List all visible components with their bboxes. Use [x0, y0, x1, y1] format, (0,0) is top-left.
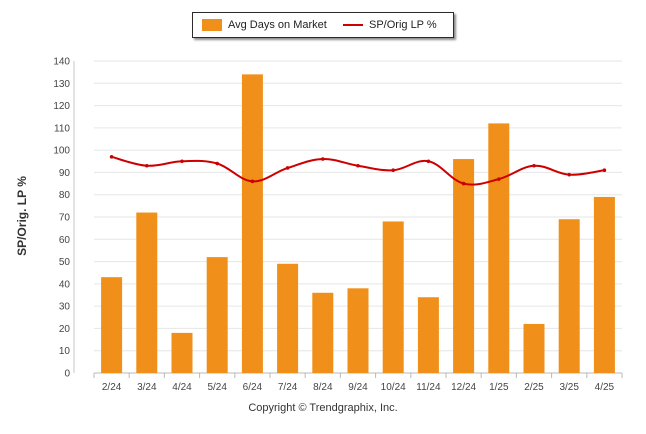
bar[interactable] [206, 257, 228, 373]
line-point[interactable] [532, 163, 536, 168]
bar[interactable] [558, 219, 580, 373]
bar[interactable] [593, 196, 615, 373]
y-tick-label: 70 [59, 213, 71, 224]
x-tick-label: 12/24 [451, 382, 476, 393]
x-tick-label: 10/24 [381, 382, 406, 393]
copyright-text: Copyright © Trendgraphix, Inc. [248, 402, 398, 414]
bar[interactable] [347, 288, 369, 373]
x-tick-label: 11/24 [416, 382, 441, 393]
legend-item-bars[interactable]: Avg Days on Market [202, 19, 327, 31]
y-tick-label: 0 [64, 369, 70, 380]
line-point[interactable] [321, 157, 325, 161]
y-tick-label: 90 [59, 168, 71, 179]
legend-line-swatch [343, 24, 363, 26]
y-tick-label: 50 [59, 257, 71, 268]
legend-label-line: SP/Orig LP % [369, 19, 437, 31]
y-tick-label: 100 [53, 146, 70, 157]
bar[interactable] [453, 159, 475, 373]
x-tick-label: 5/24 [207, 382, 227, 393]
x-tick-label: 2/25 [524, 382, 544, 393]
bar[interactable] [488, 123, 510, 374]
bar[interactable] [136, 212, 158, 373]
bar-series [101, 74, 615, 374]
bar[interactable] [417, 297, 439, 373]
bar[interactable] [241, 74, 263, 373]
line-series [109, 155, 607, 186]
y-tick-label: 40 [59, 279, 71, 290]
x-tick-label: 3/24 [137, 382, 157, 393]
line-point[interactable] [391, 168, 396, 172]
axes: 0 10 20 30 40 50 60 70 80 90 100 110 120 130 140 2/24 3/… [53, 57, 623, 393]
line-path[interactable] [111, 155, 605, 186]
y-tick-label: 80 [59, 190, 71, 201]
y-tick-label: 60 [59, 235, 71, 246]
y-tick-label: 30 [59, 302, 71, 313]
x-tick-label: 3/25 [559, 382, 579, 393]
x-tick-label: 1/25 [489, 382, 509, 393]
line-point[interactable] [145, 163, 149, 168]
x-tick-label: 2/24 [102, 382, 122, 393]
line-point[interactable] [180, 159, 184, 164]
line-point[interactable] [285, 166, 290, 170]
grid-lines [94, 60, 622, 374]
y-tick-label: 140 [53, 57, 70, 68]
line-point[interactable] [497, 177, 501, 181]
y-tick-label: 130 [53, 79, 70, 90]
legend-item-line[interactable]: SP/Orig LP % [343, 19, 437, 31]
legend-label-bars: Avg Days on Market [228, 19, 327, 31]
x-tick-label: 8/24 [313, 382, 333, 393]
x-tick-label: 4/25 [595, 382, 615, 393]
legend-bar-swatch [202, 19, 222, 31]
line-point[interactable] [602, 168, 607, 172]
x-tick-label: 7/24 [278, 382, 298, 393]
line-point[interactable] [426, 159, 431, 164]
bar[interactable] [277, 263, 299, 373]
bar[interactable] [171, 332, 193, 373]
y-tick-label: 10 [59, 346, 71, 357]
y-tick-label: 20 [59, 324, 71, 335]
line-point[interactable] [567, 172, 571, 177]
line-point[interactable] [461, 181, 466, 186]
bar[interactable] [523, 323, 545, 373]
x-tick-label: 4/24 [172, 382, 192, 393]
legend: Avg Days on Market SP/Orig LP % [192, 12, 454, 38]
bar[interactable] [312, 292, 334, 373]
y-tick-label: 110 [54, 123, 70, 134]
x-tick-label: 9/24 [348, 382, 368, 393]
line-point[interactable] [250, 179, 255, 184]
y-axis-title: SP/Orig. LP % [15, 176, 29, 256]
x-tick-label: 6/24 [243, 382, 263, 393]
line-point[interactable] [109, 155, 114, 159]
bar[interactable] [382, 221, 404, 373]
bar[interactable] [101, 277, 123, 373]
y-tick-label: 120 [53, 101, 70, 112]
line-point[interactable] [215, 161, 219, 166]
line-point[interactable] [356, 163, 360, 168]
